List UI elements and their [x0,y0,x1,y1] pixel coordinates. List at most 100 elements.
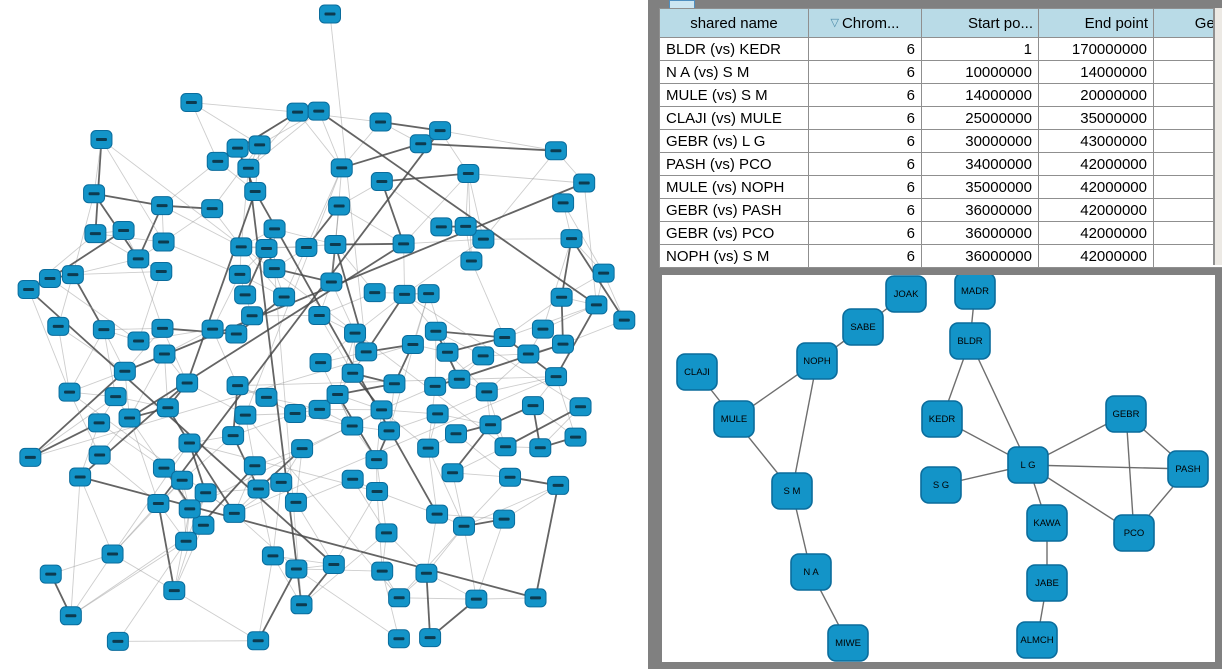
table-cell[interactable]: 14000000 [1038,60,1154,84]
filter-funnel-icon[interactable]: ▽ [830,16,839,29]
network-node[interactable] [544,141,567,161]
table-cell[interactable]: 170000000 [1038,37,1154,61]
network-node[interactable] [225,324,248,344]
network-node[interactable]: PASH [1167,450,1209,488]
network-node[interactable] [441,463,464,483]
network-node[interactable] [308,305,331,325]
network-node[interactable] [592,263,615,283]
table-cell[interactable]: 20000000 [1038,83,1154,107]
network-node[interactable] [344,323,367,343]
table-cell[interactable]: 35000000 [921,175,1039,199]
network-node[interactable] [419,628,442,648]
network-node[interactable] [550,287,573,307]
network-edge[interactable] [791,360,818,492]
network-node[interactable] [363,283,386,303]
network-node[interactable]: MIWE [827,624,869,662]
network-node[interactable] [178,499,201,519]
network-node[interactable] [454,216,477,236]
table-cell[interactable]: 42000000 [1038,198,1154,222]
network-node[interactable] [436,342,459,362]
network-node[interactable] [307,101,330,121]
table-cell[interactable]: 6.6 [1153,60,1222,84]
network-node[interactable] [175,531,198,551]
network-node[interactable] [151,196,174,216]
network-node[interactable] [370,400,393,420]
network-node[interactable] [494,437,517,457]
table-cell[interactable]: 6 [808,198,922,222]
network-node[interactable] [228,264,251,284]
network-node[interactable] [101,544,124,564]
network-node[interactable] [248,135,271,155]
network-node[interactable]: BLDR [949,322,991,360]
network-node[interactable] [261,546,284,566]
network-node[interactable] [147,493,170,513]
network-node[interactable] [192,515,215,535]
network-node[interactable] [371,561,394,581]
network-node[interactable] [163,581,186,601]
network-node[interactable] [424,376,447,396]
network-node[interactable] [493,328,516,348]
table-cell[interactable]: GEBR (vs) PCO [659,221,809,245]
network-node[interactable] [551,334,574,354]
table-cell[interactable]: 43000000 [1038,129,1154,153]
network-node[interactable] [493,509,516,529]
table-cell[interactable]: MULE (vs) NOPH [659,175,809,199]
network-node[interactable] [291,439,314,459]
network-node[interactable] [38,268,61,288]
network-node[interactable] [452,516,475,536]
network-node[interactable] [84,224,107,244]
network-node[interactable] [369,112,392,132]
network-node[interactable] [479,415,502,435]
network-node[interactable] [152,458,175,478]
table-cell[interactable]: N A (vs) S M [659,60,809,84]
network-node[interactable] [201,319,224,339]
table-cell[interactable]: 36000000 [921,244,1039,268]
network-node[interactable]: CLAJI [676,353,718,391]
table-cell[interactable]: 6 [808,106,922,130]
network-node[interactable] [517,344,540,364]
network-node[interactable] [244,182,267,202]
table-cell[interactable]: 6 [808,244,922,268]
table-cell[interactable]: NOPH (vs) S M [659,244,809,268]
table-row[interactable]: N A (vs) S M610000000140000006.6 [659,60,1222,84]
network-node[interactable] [475,382,498,402]
network-node[interactable] [472,346,495,366]
table-cell[interactable]: 9.9 [1153,244,1222,268]
edge-attribute-table[interactable]: shared name ▽ Chrom... Start po... End point… [659,8,1222,268]
network-node[interactable] [194,483,217,503]
table-row[interactable]: MULE (vs) S M614000000200000007.5 [659,83,1222,107]
network-node[interactable] [569,397,592,417]
network-node[interactable]: JOAK [885,275,927,313]
network-node[interactable] [424,321,447,341]
network-node[interactable] [176,373,199,393]
table-cell[interactable]: 11.4 [1153,152,1222,176]
table-cell[interactable]: 192.0 [1153,37,1222,61]
network-node[interactable] [47,316,70,336]
network-node[interactable] [430,217,453,237]
network-node[interactable] [17,280,40,300]
network-node[interactable] [328,196,351,216]
table-row[interactable]: GEBR (vs) L G6300000004300000016.9 [659,129,1222,153]
network-node[interactable]: MULE [713,400,755,438]
network-node[interactable]: GEBR [1105,395,1147,433]
table-cell[interactable]: 36000000 [921,198,1039,222]
small-network-view[interactable]: JOAK MADR SABE BLDR NOPH CLAJI GEBR KEDR MULE L G… [662,275,1215,662]
network-node[interactable]: MADR [954,275,996,310]
table-panel-tab[interactable] [669,0,695,8]
network-node[interactable] [255,238,278,258]
network-node[interactable] [243,456,266,476]
network-node[interactable] [383,374,406,394]
table-row[interactable]: NOPH (vs) S M636000000420000009.9 [659,244,1222,268]
network-node[interactable]: SABE [842,308,884,346]
network-node[interactable] [226,376,249,396]
network-node[interactable] [309,353,332,373]
network-node[interactable] [393,284,416,304]
network-node[interactable] [92,320,115,340]
network-node[interactable] [552,193,575,213]
network-node[interactable] [319,4,341,24]
network-node[interactable] [206,151,229,171]
network-node[interactable] [255,387,278,407]
table-cell[interactable]: 6 [808,60,922,84]
network-node[interactable] [529,438,552,458]
table-cell[interactable]: 1 [921,37,1039,61]
